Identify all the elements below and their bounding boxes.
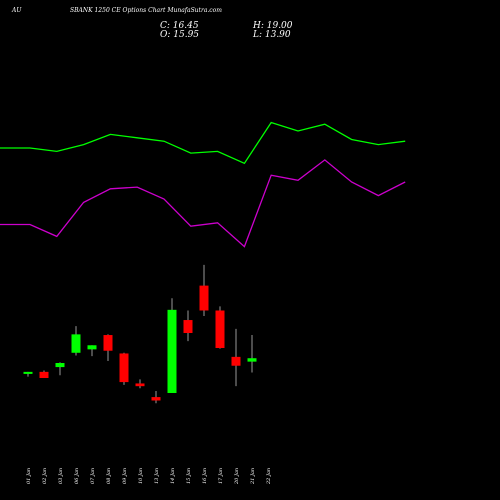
candle: [183, 310, 193, 342]
x-tick-label: 16 Jan: [202, 468, 208, 484]
candles-group: [23, 264, 257, 404]
candle-body-down: [231, 356, 241, 366]
purple-indicator-line: [0, 159, 406, 248]
candle: [87, 345, 97, 357]
candle-body-up: [23, 371, 33, 374]
x-tick-label: 10 Jan: [138, 468, 144, 484]
candle: [199, 264, 209, 316]
x-tick-label: 13 Jan: [154, 468, 160, 484]
x-tick-label: 06 Jan: [74, 468, 80, 484]
low-label: L: 13.90: [252, 30, 291, 40]
candle-body-up: [87, 345, 97, 350]
candle-body-up: [167, 309, 177, 393]
high-label: H: 19.00: [252, 21, 293, 31]
candle: [135, 379, 145, 389]
x-tick-label: 02 Jan: [42, 468, 48, 484]
candle: [71, 326, 81, 356]
candle-body-up: [71, 334, 81, 353]
x-tick-label: 09 Jan: [122, 468, 128, 484]
x-tick-label: 15 Jan: [186, 468, 192, 484]
candle-body-up: [55, 363, 65, 368]
x-tick-label: 17 Jan: [218, 468, 224, 484]
chart-title: SBANK 1250 CE Options Chart MunafaSutra.…: [70, 7, 222, 14]
open-label: O: 15.95: [160, 30, 199, 40]
candle-body-down: [151, 397, 161, 401]
symbol-label: AU: [11, 7, 22, 14]
x-tick-label: 03 Jan: [58, 468, 64, 484]
candle-body-down: [199, 285, 209, 311]
x-tick-label: 21 Jan: [250, 468, 256, 485]
candle-body-down: [103, 335, 113, 351]
candle: [231, 328, 241, 387]
x-tick-label: 07 Jan: [90, 468, 96, 484]
candle: [247, 335, 257, 373]
candle-body-down: [119, 353, 129, 383]
x-tick-label: 22 Jan: [266, 468, 272, 485]
candle: [39, 370, 49, 378]
candle-body-down: [183, 320, 193, 333]
candle-body-down: [215, 310, 225, 348]
candle: [119, 352, 129, 385]
candle: [167, 298, 177, 393]
candle: [103, 334, 113, 361]
candle: [23, 371, 33, 377]
x-tick-label: 14 Jan: [170, 468, 176, 484]
candle: [215, 306, 225, 349]
candle-body-down: [39, 371, 49, 378]
x-tick-label: 20 Jan: [234, 468, 240, 485]
close-label: C: 16.45: [160, 21, 199, 31]
green-indicator-line: [0, 121, 406, 165]
indicator-lines: [0, 121, 406, 248]
x-axis-ticks: 01 Jan 02 Jan 03 Jan 06 Jan 07 Jan 08 Jan 09 J…: [26, 468, 272, 485]
x-tick-label: 08 Jan: [106, 468, 112, 484]
candle-body-up: [247, 358, 257, 362]
candle-body-down: [135, 383, 145, 387]
candle: [55, 362, 65, 376]
x-tick-label: 01 Jan: [26, 468, 32, 484]
candle: [151, 390, 161, 404]
